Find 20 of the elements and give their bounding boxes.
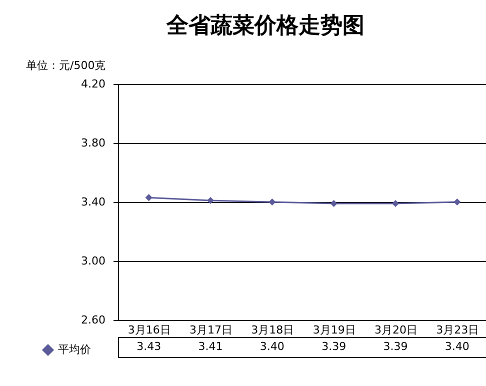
x-tick-label: 3月17日 <box>190 324 232 336</box>
data-label: 3.39 <box>322 340 346 353</box>
text: 单位：元/500克 <box>26 58 106 73</box>
chart-title: 全省蔬菜价格走势图 <box>165 12 364 38</box>
x-tick-label: 3月20日 <box>374 324 418 336</box>
legend-label: 平均价 <box>58 343 91 356</box>
x-tick-label: 3月23日 <box>436 324 480 336</box>
x-tick-label: 3月19日 <box>312 324 356 336</box>
y-tick-label: 3.00 <box>81 254 106 268</box>
data-label: 3.43 <box>136 340 162 353</box>
y-tick-label: 4.20 <box>81 78 106 90</box>
y-tick-label: 2.60 <box>81 314 106 326</box>
data-label: 3.40 <box>444 340 470 353</box>
data-label: 3.40 <box>260 340 284 353</box>
data-label: 3.41 <box>198 340 223 353</box>
x-tick-label: 3月18日 <box>251 324 294 336</box>
y-tick-label: 3.80 <box>81 136 106 150</box>
y-tick-label: 3.40 <box>81 196 106 208</box>
data-label: 3.39 <box>383 340 408 353</box>
x-tick-label: 3月16日 <box>128 324 171 336</box>
